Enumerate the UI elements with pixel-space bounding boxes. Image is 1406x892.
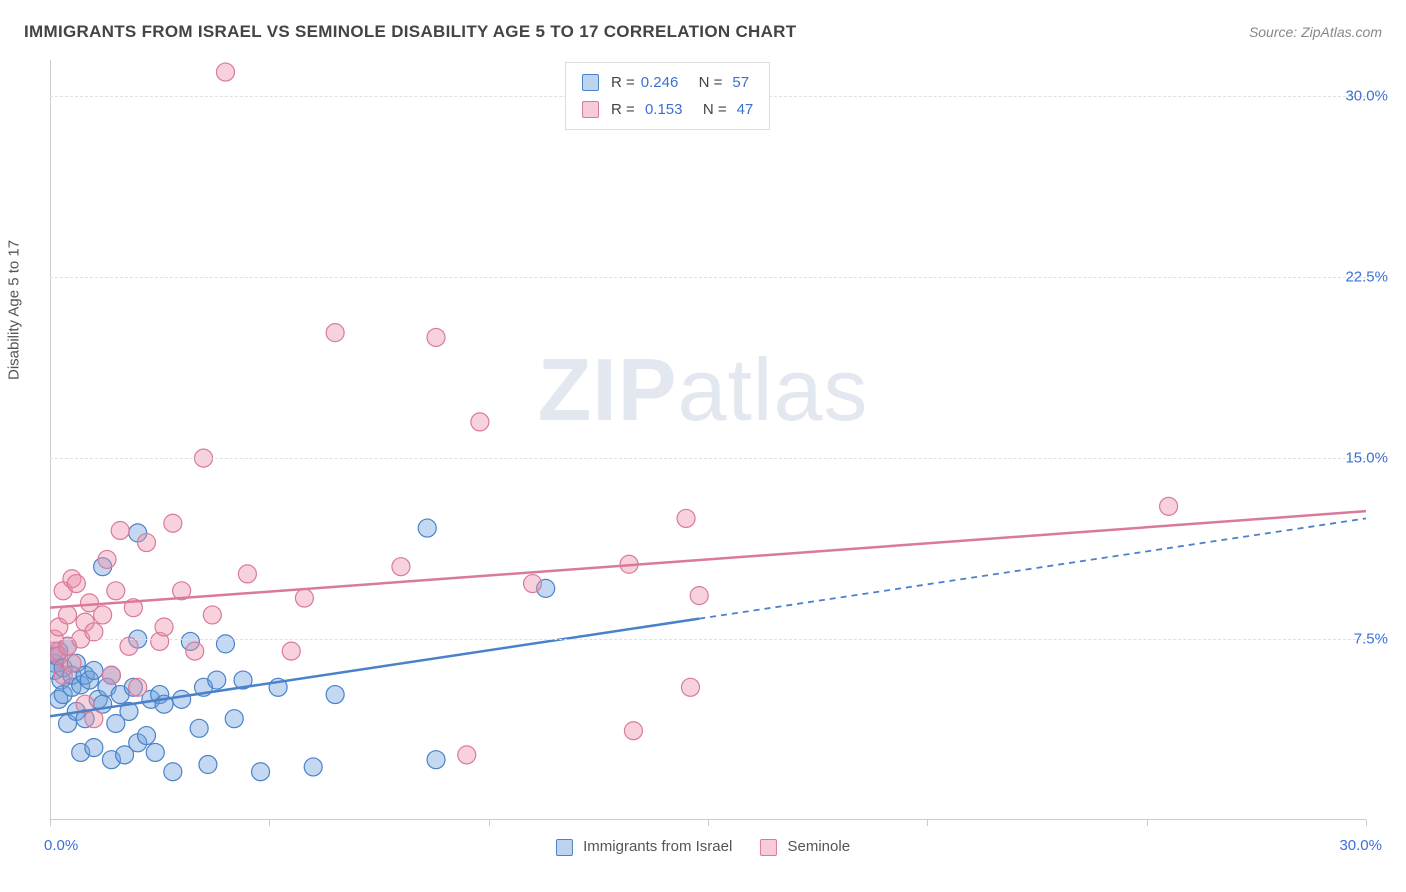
scatter-point <box>155 618 173 636</box>
scatter-point <box>146 743 164 761</box>
n-value-blue: 57 <box>732 69 749 96</box>
scatter-point <box>216 635 234 653</box>
trend-line-dashed <box>699 518 1366 618</box>
chart-title: IMMIGRANTS FROM ISRAEL VS SEMINOLE DISAB… <box>24 22 796 42</box>
legend-item-blue: Immigrants from Israel <box>556 838 732 856</box>
scatter-point <box>67 575 85 593</box>
scatter-point <box>98 550 116 568</box>
legend-swatch-blue-icon <box>556 839 573 856</box>
y-tick-label: 22.5% <box>1345 269 1388 286</box>
gridline <box>50 458 1366 459</box>
scatter-point <box>164 514 182 532</box>
scatter-point <box>203 606 221 624</box>
n-label: N = <box>699 69 723 96</box>
trend-line <box>50 619 699 717</box>
scatter-point <box>252 763 270 781</box>
scatter-point <box>59 606 77 624</box>
x-tick <box>489 820 490 826</box>
scatter-point <box>138 727 156 745</box>
y-tick-label: 7.5% <box>1354 631 1388 648</box>
legend-row-pink: R = 0.153 N = 47 <box>582 96 753 123</box>
x-tick <box>1147 820 1148 826</box>
scatter-point <box>392 558 410 576</box>
x-axis-legend: Immigrants from Israel Seminole <box>556 838 850 856</box>
x-tick <box>50 820 51 826</box>
scatter-point <box>624 722 642 740</box>
scatter-plot-svg <box>50 60 1366 820</box>
scatter-point <box>208 671 226 689</box>
scatter-point <box>524 575 542 593</box>
scatter-point <box>282 642 300 660</box>
x-axis-max-label: 30.0% <box>1339 837 1382 854</box>
scatter-point <box>427 328 445 346</box>
x-axis-min-label: 0.0% <box>44 837 78 854</box>
scatter-point <box>1160 497 1178 515</box>
scatter-point <box>418 519 436 537</box>
scatter-point <box>216 63 234 81</box>
x-tick <box>927 820 928 826</box>
scatter-point <box>304 758 322 776</box>
n-label: N = <box>703 96 727 123</box>
scatter-point <box>458 746 476 764</box>
legend-swatch-pink-icon <box>760 839 777 856</box>
y-tick-label: 30.0% <box>1345 88 1388 105</box>
scatter-point <box>138 534 156 552</box>
legend-item-label: Seminole <box>788 838 851 855</box>
source-attribution: Source: ZipAtlas.com <box>1249 24 1382 40</box>
scatter-point <box>326 324 344 342</box>
scatter-point <box>85 739 103 757</box>
gridline <box>50 639 1366 640</box>
y-tick-label: 15.0% <box>1345 450 1388 467</box>
scatter-point <box>190 719 208 737</box>
scatter-point <box>681 678 699 696</box>
scatter-point <box>295 589 313 607</box>
legend-swatch-blue-icon <box>582 74 599 91</box>
n-value-pink: 47 <box>737 96 754 123</box>
scatter-point <box>186 642 204 660</box>
y-axis-label: Disability Age 5 to 17 <box>6 240 23 380</box>
scatter-point <box>427 751 445 769</box>
scatter-point <box>199 756 217 774</box>
scatter-point <box>164 763 182 781</box>
legend-swatch-pink-icon <box>582 101 599 118</box>
scatter-point <box>225 710 243 728</box>
scatter-point <box>107 582 125 600</box>
scatter-point <box>173 690 191 708</box>
scatter-point <box>111 521 129 539</box>
chart-plot-area <box>50 60 1366 820</box>
r-value-blue: 0.246 <box>641 69 679 96</box>
scatter-point <box>102 666 120 684</box>
scatter-point <box>326 686 344 704</box>
scatter-point <box>129 678 147 696</box>
x-tick <box>1366 820 1367 826</box>
x-tick <box>269 820 270 826</box>
r-label: R = <box>611 96 635 123</box>
legend-item-label: Immigrants from Israel <box>583 838 732 855</box>
scatter-point <box>471 413 489 431</box>
scatter-point <box>63 654 81 672</box>
correlation-legend: R = 0.246 N = 57 R = 0.153 N = 47 <box>565 62 770 130</box>
legend-row-blue: R = 0.246 N = 57 <box>582 69 753 96</box>
r-label: R = <box>611 69 635 96</box>
legend-item-pink: Seminole <box>760 838 850 856</box>
scatter-point <box>238 565 256 583</box>
scatter-point <box>690 587 708 605</box>
r-value-pink: 0.153 <box>641 96 683 123</box>
scatter-point <box>85 661 103 679</box>
scatter-point <box>94 606 112 624</box>
scatter-point <box>85 710 103 728</box>
gridline <box>50 277 1366 278</box>
scatter-point <box>677 509 695 527</box>
x-tick <box>708 820 709 826</box>
